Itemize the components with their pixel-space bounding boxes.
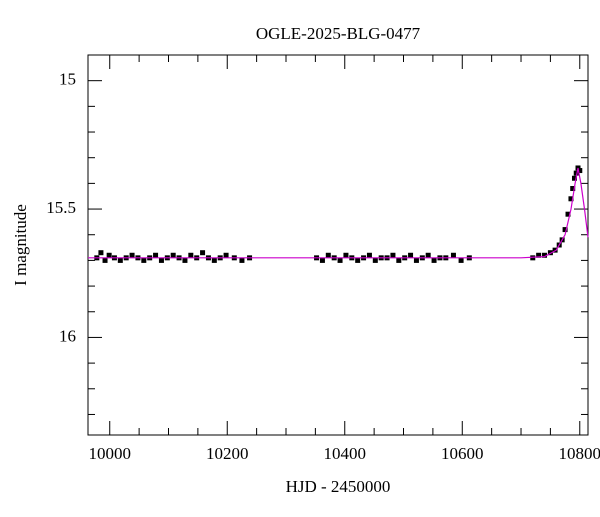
y-tick-label: 15.5 xyxy=(46,198,76,217)
x-tick-label: 10600 xyxy=(441,444,484,463)
data-point xyxy=(117,257,123,263)
data-point xyxy=(562,227,568,233)
data-point xyxy=(577,168,583,174)
data-point xyxy=(102,257,108,263)
model-line xyxy=(88,167,589,259)
data-point xyxy=(141,257,147,263)
y-axis-label: I magnitude xyxy=(11,204,30,286)
data-point xyxy=(106,252,112,258)
x-tick-label: 10800 xyxy=(559,444,600,463)
data-point xyxy=(573,170,579,176)
data-point xyxy=(158,257,164,263)
x-tick-label: 10000 xyxy=(88,444,131,463)
data-point xyxy=(450,252,456,258)
data-point xyxy=(536,252,542,258)
data-point xyxy=(458,257,464,263)
data-point xyxy=(355,257,361,263)
x-axis-label: HJD - 2450000 xyxy=(286,477,391,496)
plot-frame xyxy=(87,54,589,436)
data-point xyxy=(200,250,206,256)
data-point xyxy=(153,252,159,258)
data-point xyxy=(530,255,536,261)
data-point xyxy=(188,252,194,258)
data-point xyxy=(325,252,331,258)
data-point xyxy=(542,252,548,258)
data-point xyxy=(571,175,577,181)
data-point xyxy=(372,257,378,263)
data-point xyxy=(425,252,431,258)
data-point xyxy=(223,252,229,258)
y-tick-label: 16 xyxy=(59,326,76,345)
data-point xyxy=(413,257,419,263)
data-point xyxy=(319,257,325,263)
data-point xyxy=(129,252,135,258)
data-point xyxy=(396,257,402,263)
data-point xyxy=(98,250,104,256)
data-point xyxy=(239,257,245,263)
data-point xyxy=(408,252,414,258)
y-tick-label: 15 xyxy=(59,70,76,89)
data-point xyxy=(343,252,349,258)
chart-title: OGLE-2025-BLG-0477 xyxy=(256,24,421,43)
data-point xyxy=(337,257,343,263)
data-point xyxy=(390,252,396,258)
x-tick-label: 10400 xyxy=(324,444,367,463)
data-point xyxy=(366,252,372,258)
data-point xyxy=(570,186,576,192)
data-point xyxy=(568,196,574,202)
data-point xyxy=(431,257,437,263)
data-point xyxy=(170,252,176,258)
data-point xyxy=(565,211,571,217)
data-point xyxy=(182,257,188,263)
data-point xyxy=(211,257,217,263)
x-tick-label: 10200 xyxy=(206,444,249,463)
